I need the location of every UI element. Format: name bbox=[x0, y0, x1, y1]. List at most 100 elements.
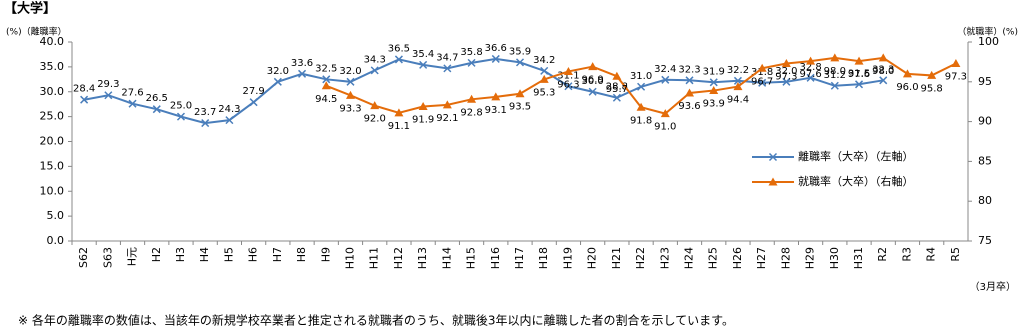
legend-label: 就職率（大卒）（右軸） bbox=[798, 174, 914, 188]
y-tick-label: 5.0 bbox=[47, 209, 65, 222]
data-point bbox=[564, 82, 573, 91]
data-label: 32.3 bbox=[678, 64, 700, 75]
x-tick-label: H14 bbox=[440, 247, 453, 269]
data-label: 27.6 bbox=[121, 88, 143, 99]
data-point bbox=[951, 58, 961, 67]
y-tick-label: 35.0 bbox=[40, 60, 65, 73]
data-point bbox=[660, 109, 670, 118]
data-point bbox=[540, 66, 549, 75]
data-point bbox=[902, 69, 912, 78]
x-tick-label: H15 bbox=[465, 247, 478, 269]
x-tick-label: H2 bbox=[150, 247, 163, 262]
x-tick-label: H元 bbox=[126, 247, 139, 266]
data-point bbox=[854, 56, 864, 65]
data-point bbox=[588, 87, 597, 96]
data-label: 93.9 bbox=[703, 99, 725, 110]
data-label: 92.0 bbox=[364, 114, 386, 125]
y-tick-label: 0.0 bbox=[47, 234, 65, 247]
data-label: 96.9 bbox=[582, 75, 604, 86]
data-point bbox=[637, 82, 646, 91]
data-label: 97.6 bbox=[848, 69, 870, 80]
data-point bbox=[491, 92, 501, 101]
data-point bbox=[442, 100, 452, 109]
data-point bbox=[467, 58, 476, 67]
data-label: 34.7 bbox=[436, 52, 458, 63]
x-tick-label: H3 bbox=[174, 247, 187, 262]
y-tick-label: 10.0 bbox=[40, 184, 65, 197]
data-point bbox=[152, 105, 161, 114]
data-label: 32.5 bbox=[315, 63, 337, 74]
legend-marker bbox=[768, 177, 778, 186]
x-tick-label: R5 bbox=[949, 247, 962, 262]
y-tick-label: 25.0 bbox=[40, 110, 65, 123]
data-label: 31.0 bbox=[630, 71, 652, 82]
data-point bbox=[661, 75, 670, 84]
data-label: 24.3 bbox=[218, 104, 240, 115]
x-tick-label: H19 bbox=[561, 247, 574, 269]
footnote: ※ 各年の離職率の数値は、当該年の新規学校卒業者と推定される就職者のうち、就職後… bbox=[18, 313, 734, 328]
data-point bbox=[806, 56, 816, 65]
data-label: 36.5 bbox=[388, 43, 410, 54]
chart-title: 【大学】 bbox=[4, 1, 56, 17]
x-tick-label: H26 bbox=[731, 247, 744, 269]
data-point bbox=[588, 62, 598, 71]
data-label: 28.8 bbox=[606, 82, 628, 93]
data-label: 33.6 bbox=[291, 58, 313, 69]
data-label: 98.0 bbox=[872, 66, 894, 77]
data-point bbox=[443, 64, 452, 73]
data-point bbox=[612, 71, 622, 80]
data-point bbox=[733, 82, 743, 91]
x-tick-label: H31 bbox=[852, 247, 865, 269]
data-point bbox=[467, 94, 477, 103]
data-point bbox=[806, 73, 815, 82]
data-label: 31.5 bbox=[848, 68, 870, 79]
data-label: 93.5 bbox=[509, 102, 531, 113]
x-tick-label: H11 bbox=[368, 247, 381, 269]
data-label: 32.4 bbox=[654, 64, 676, 75]
data-point bbox=[104, 91, 113, 100]
data-label: 34.3 bbox=[364, 54, 386, 65]
data-label: 32.0 bbox=[267, 66, 289, 77]
data-point bbox=[685, 76, 694, 85]
data-point bbox=[321, 81, 331, 90]
y2-tick-label: 100 bbox=[978, 35, 999, 48]
x-tick-label: H25 bbox=[707, 247, 720, 269]
data-label: 31.1 bbox=[557, 70, 579, 81]
data-label: 36.6 bbox=[485, 43, 507, 54]
data-label: 32.3 bbox=[872, 64, 894, 75]
data-point bbox=[249, 98, 258, 107]
series-line bbox=[83, 57, 884, 125]
y-tick-label: 30.0 bbox=[40, 85, 65, 98]
x-tick-label: H17 bbox=[513, 247, 526, 269]
data-point bbox=[927, 70, 937, 79]
y2-axis-label: （就職率）(%) bbox=[957, 26, 1018, 38]
data-point bbox=[273, 77, 282, 86]
x-tick-label: H10 bbox=[343, 247, 356, 269]
data-point bbox=[201, 119, 210, 128]
data-point bbox=[830, 53, 840, 62]
data-label: 26.5 bbox=[146, 93, 168, 104]
x-tick-label: H30 bbox=[828, 247, 841, 269]
x-tick-label: H28 bbox=[779, 247, 792, 269]
x-tick-label: H8 bbox=[295, 247, 308, 262]
data-label: 96.7 bbox=[751, 76, 773, 87]
data-point bbox=[878, 53, 888, 62]
x-tick-label: H9 bbox=[319, 247, 332, 262]
data-point bbox=[80, 95, 89, 104]
data-point bbox=[370, 101, 380, 110]
data-point bbox=[563, 66, 573, 75]
data-point bbox=[128, 99, 137, 108]
data-label: 32.0 bbox=[339, 66, 361, 77]
data-label: 97.3 bbox=[775, 71, 797, 82]
x-tick-label: H29 bbox=[804, 247, 817, 269]
legend-marker bbox=[768, 152, 778, 162]
data-point bbox=[539, 74, 549, 83]
data-point bbox=[298, 69, 307, 78]
x-tick-label: H6 bbox=[247, 247, 260, 262]
data-label: 95.7 bbox=[606, 84, 628, 95]
x-tick-label: H20 bbox=[586, 247, 599, 269]
x-tick-label: H16 bbox=[489, 247, 502, 269]
data-label: 30.0 bbox=[582, 76, 604, 87]
data-label: 95.8 bbox=[921, 83, 943, 94]
